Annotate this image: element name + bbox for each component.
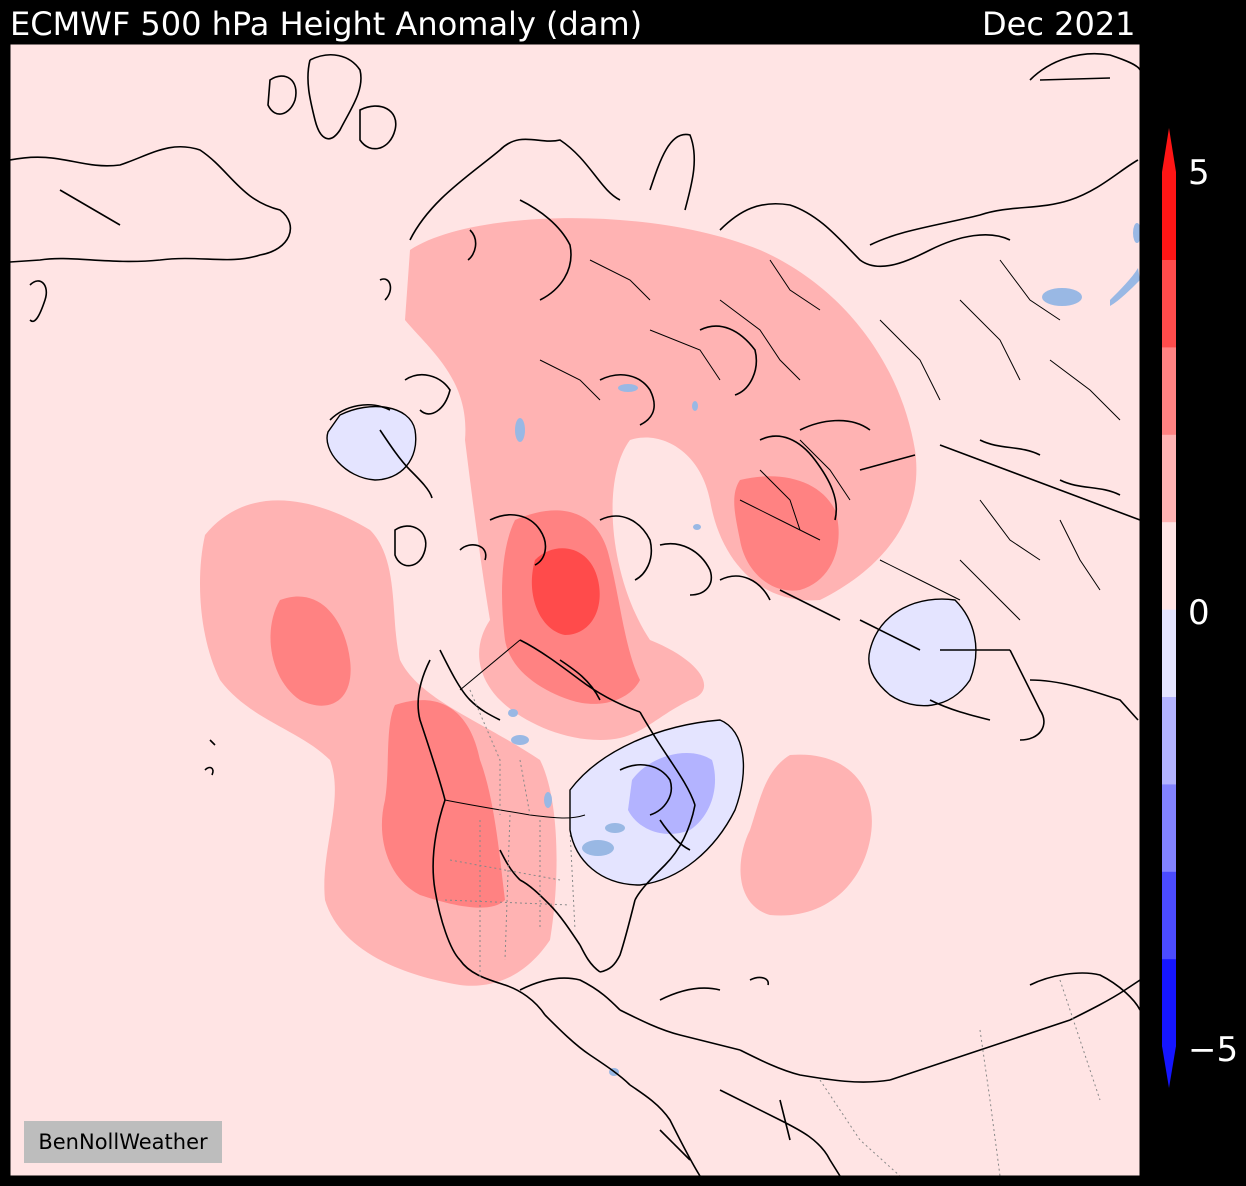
colorbar-segment bbox=[1162, 346, 1176, 435]
colorbar-segment bbox=[1162, 958, 1176, 1047]
national-borders bbox=[444, 259, 1121, 819]
colorbar-label-max: 5 bbox=[1188, 153, 1210, 193]
colorbar-max-arrow bbox=[1162, 128, 1176, 172]
map-date: Dec 2021 bbox=[982, 5, 1136, 43]
colorbar-segment bbox=[1162, 259, 1176, 348]
coastlines bbox=[10, 52, 1140, 1176]
colorbar-min-arrow bbox=[1162, 1046, 1176, 1088]
colorbar-segment bbox=[1162, 871, 1176, 960]
colorbar-segment bbox=[1162, 521, 1176, 610]
colorbar-segment bbox=[1162, 434, 1176, 523]
map-title: ECMWF 500 hPa Height Anomaly (dam) bbox=[10, 5, 643, 43]
credit-label: BenNollWeather bbox=[24, 1121, 222, 1163]
colorbar-segments bbox=[1162, 172, 1176, 1047]
colorbar-label-zero: 0 bbox=[1188, 593, 1210, 633]
colorbar-segment bbox=[1162, 609, 1176, 697]
map-frame bbox=[9, 43, 1141, 1177]
colorbar-segment bbox=[1162, 172, 1176, 260]
water-bodies bbox=[508, 223, 1140, 1076]
colorbar-segment bbox=[1162, 783, 1176, 872]
colorbar-label-min: −5 bbox=[1188, 1030, 1239, 1070]
anomaly-contours bbox=[326, 405, 977, 886]
colorbar bbox=[1162, 128, 1176, 1088]
positive-anomaly-level-3 bbox=[531, 548, 600, 635]
colorbar-segment bbox=[1162, 696, 1176, 785]
state-borders bbox=[444, 689, 1101, 1176]
